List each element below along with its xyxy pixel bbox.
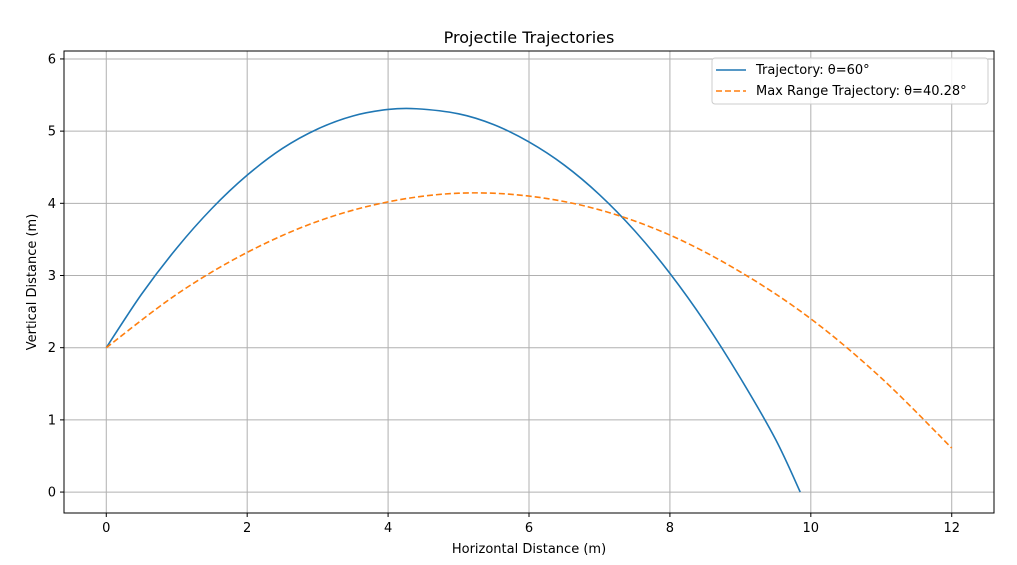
chart-title: Projectile Trajectories (444, 28, 615, 47)
y-tick-label: 5 (48, 125, 56, 140)
series-layer (105, 107, 953, 493)
legend-label-trajectory-60: Trajectory: θ=60° (755, 63, 870, 78)
y-tick-label: 0 (48, 486, 56, 501)
y-tick-label: 3 (48, 269, 56, 284)
y-tick-label: 4 (48, 197, 56, 212)
x-tick-label: 8 (666, 521, 674, 536)
grid-layer (64, 51, 994, 513)
x-tick-label: 6 (525, 521, 533, 536)
legend: Trajectory: θ=60° Max Range Trajectory: … (711, 57, 989, 105)
x-axis-label: Horizontal Distance (m) (452, 542, 606, 557)
legend-label-max-range: Max Range Trajectory: θ=40.28° (756, 84, 967, 99)
y-tick-label: 1 (48, 413, 56, 428)
x-tick-label: 0 (102, 521, 110, 536)
legend-box (711, 57, 989, 105)
y-axis-label: Vertical Distance (m) (25, 214, 40, 351)
series-line-1 (105, 192, 953, 449)
y-tick-label: 6 (48, 52, 56, 67)
x-tick-label: 10 (803, 521, 820, 536)
series-line-0 (105, 107, 801, 493)
y-tick-label: 2 (48, 341, 56, 356)
x-tick-label: 4 (384, 521, 392, 536)
x-tick-label: 12 (943, 521, 960, 536)
x-tick-label: 2 (243, 521, 251, 536)
